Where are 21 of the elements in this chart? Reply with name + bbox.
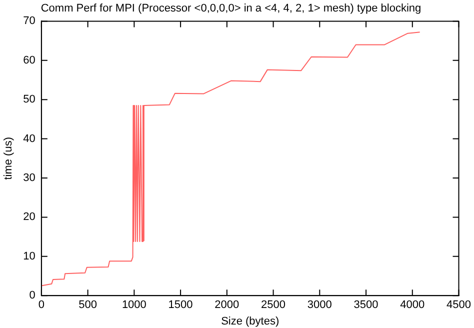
x-tick-label: 2500 — [261, 299, 286, 312]
x-tick-label: 1000 — [122, 299, 146, 312]
x-tick-label: 0 — [38, 299, 44, 312]
x-tick-label: 500 — [78, 299, 97, 312]
x-tick-label: 4500 — [446, 299, 472, 312]
x-tick-label: 3500 — [354, 299, 378, 312]
x-tick-label: 3000 — [307, 299, 332, 312]
x-axis-title: Size (bytes) — [221, 315, 280, 328]
y-tick-label: 50 — [23, 94, 36, 106]
chart-title: Comm Perf for MPI (Processor <0,0,0,0> in a <4, 4, 2, 1> mesh) type blocking — [40, 2, 422, 15]
y-tick-label: 70 — [23, 15, 36, 28]
y-tick-label: 0 — [29, 290, 36, 302]
y-tick-label: 10 — [23, 250, 36, 262]
y-tick-label: 40 — [23, 132, 36, 145]
x-tick-label: 2000 — [214, 299, 240, 312]
y-tick-label: 30 — [23, 172, 36, 184]
x-tick-label: 1500 — [168, 299, 193, 312]
x-tick-label: 4000 — [400, 299, 425, 312]
y-axis-title: time (us) — [2, 137, 15, 180]
y-tick-label: 20 — [23, 211, 36, 224]
y-tick-label: 60 — [23, 54, 36, 66]
